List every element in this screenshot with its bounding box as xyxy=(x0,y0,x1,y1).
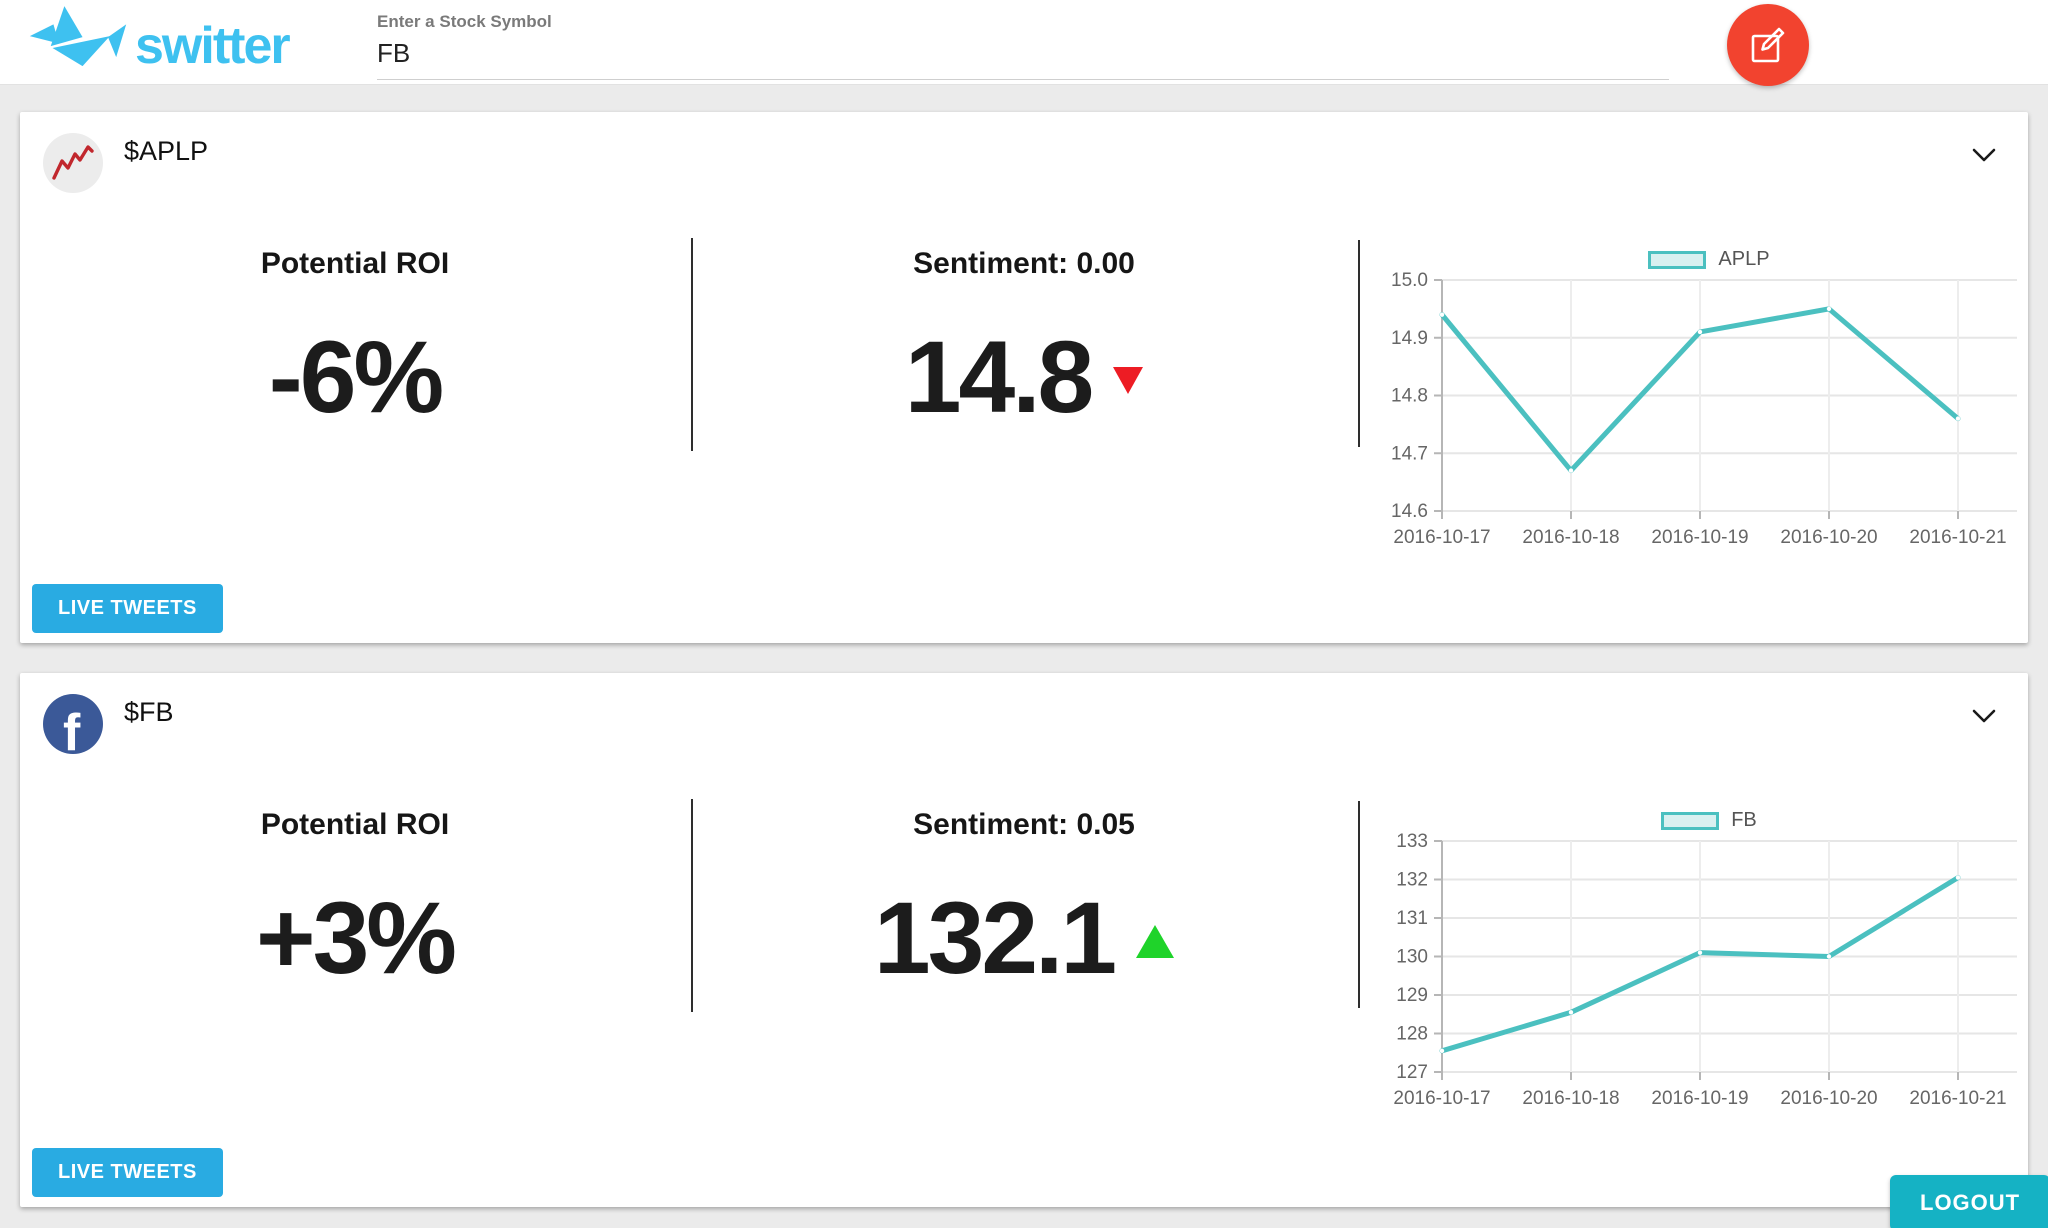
triangle-up-icon xyxy=(1136,924,1175,958)
sentiment-label: Sentiment: 0.05 xyxy=(913,808,1135,841)
stock-symbol-field: Enter a Stock Symbol xyxy=(377,12,1669,80)
roi-value: +3% xyxy=(256,881,457,995)
price-chart: 15.0 14.9 14.8 14.7 14.6 2016-10-17 2016-10-18… xyxy=(1385,244,2033,554)
price-chart-plot: 133 132 131 130 129 128 127 2016-10-17 2016-10-1… xyxy=(1385,805,2033,1115)
svg-text:15.0: 15.0 xyxy=(1391,270,1428,291)
sparkline-icon xyxy=(52,145,94,180)
price-value: 132.1 xyxy=(873,881,1117,995)
live-tweets-button[interactable]: LIVE TWEETS xyxy=(32,584,223,633)
svg-text:133: 133 xyxy=(1396,831,1428,852)
collapse-button[interactable] xyxy=(1964,703,2004,733)
svg-text:14.7: 14.7 xyxy=(1391,443,1428,464)
roi-value: -6% xyxy=(268,320,444,434)
stock-symbol: $APLP xyxy=(124,136,209,166)
brand-wordmark: switter xyxy=(135,17,291,75)
chart-legend: APLP xyxy=(1385,248,2033,271)
svg-text:2016-10-20: 2016-10-20 xyxy=(1780,1088,1877,1109)
chart-legend: FB xyxy=(1385,809,2033,832)
svg-text:14.6: 14.6 xyxy=(1391,501,1428,522)
crane-logo-icon xyxy=(29,6,127,67)
live-tweets-button[interactable]: LIVE TWEETS xyxy=(32,1148,223,1197)
stock-symbol: $FB xyxy=(124,697,174,727)
svg-text:132: 132 xyxy=(1396,870,1428,891)
sentiment-label: Sentiment: 0.00 xyxy=(913,247,1135,280)
logout-button[interactable]: LOGOUT xyxy=(1890,1175,2048,1228)
svg-text:2016-10-20: 2016-10-20 xyxy=(1780,527,1877,548)
svg-text:2016-10-19: 2016-10-19 xyxy=(1651,527,1748,548)
avatar xyxy=(43,133,103,193)
roi-label: Potential ROI xyxy=(260,808,450,841)
facebook-icon: f xyxy=(43,694,103,754)
divider xyxy=(691,238,693,451)
svg-text:130: 130 xyxy=(1396,947,1428,968)
svg-text:2016-10-18: 2016-10-18 xyxy=(1522,1088,1619,1109)
legend-label: FB xyxy=(1731,809,1757,831)
svg-text:2016-10-17: 2016-10-17 xyxy=(1393,527,1490,548)
svg-text:2016-10-19: 2016-10-19 xyxy=(1651,1088,1748,1109)
price-value: 14.8 xyxy=(904,320,1095,434)
price-chart-plot: 15.0 14.9 14.8 14.7 14.6 2016-10-17 2016-10-18… xyxy=(1385,244,2033,554)
price-chart: 133 132 131 130 129 128 127 2016-10-17 2016-10-1… xyxy=(1385,805,2033,1115)
stock-symbol-input[interactable] xyxy=(377,38,1669,80)
svg-text:14.9: 14.9 xyxy=(1391,328,1428,349)
svg-text:128: 128 xyxy=(1396,1024,1428,1045)
stock-card-aplp: $APLP Potential ROI -6% Sentiment: 0.00 … xyxy=(20,112,2028,643)
stock-card-fb: f $FB Potential ROI +3% Sentiment: 0.05 … xyxy=(20,673,2028,1207)
roi-label: Potential ROI xyxy=(260,247,450,280)
svg-text:2016-10-17: 2016-10-17 xyxy=(1393,1088,1490,1109)
svg-text:2016-10-18: 2016-10-18 xyxy=(1522,527,1619,548)
svg-text:127: 127 xyxy=(1396,1062,1428,1083)
stock-symbol-label: Enter a Stock Symbol xyxy=(377,12,552,31)
collapse-button[interactable] xyxy=(1964,142,2004,172)
compose-button[interactable] xyxy=(1727,4,1809,86)
svg-text:2016-10-21: 2016-10-21 xyxy=(1909,527,2006,548)
sentiment-block: Sentiment: 0.00 14.8 xyxy=(824,247,1224,431)
legend-label: APLP xyxy=(1718,248,1770,270)
divider xyxy=(1358,801,1360,1008)
svg-text:129: 129 xyxy=(1396,985,1428,1006)
divider xyxy=(1358,240,1360,447)
legend-swatch xyxy=(1661,811,1720,830)
chevron-down-icon xyxy=(1972,709,1996,723)
chevron-down-icon xyxy=(1972,148,1996,162)
svg-text:14.8: 14.8 xyxy=(1391,386,1428,407)
svg-text:2016-10-21: 2016-10-21 xyxy=(1909,1088,2006,1109)
triangle-down-icon xyxy=(1113,366,1144,394)
sentiment-block: Sentiment: 0.05 132.1 xyxy=(824,808,1224,992)
divider xyxy=(691,799,693,1012)
potential-roi-block: Potential ROI +3% xyxy=(155,808,555,992)
top-header: switter Enter a Stock Symbol xyxy=(0,0,2048,86)
potential-roi-block: Potential ROI -6% xyxy=(155,247,555,431)
compose-icon xyxy=(1751,27,1785,63)
svg-text:131: 131 xyxy=(1396,908,1428,929)
legend-swatch xyxy=(1648,250,1707,269)
